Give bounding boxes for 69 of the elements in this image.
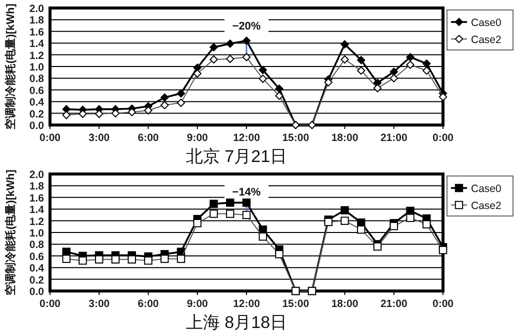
point [242,198,251,207]
point [176,89,186,98]
x-tick-label: 12:00 [233,298,260,310]
legend-label: Case0 [471,183,502,195]
point [422,59,431,68]
x-tick-label: 6:00 [138,298,159,310]
x-tick-label: 0:00 [39,132,61,144]
point [258,66,267,74]
y-tick-label: 0.6 [29,250,44,263]
x-tick-label: 21:00 [380,132,408,144]
y-axis-title: 空调制冷能耗(电量)[kWh] [4,169,17,296]
point [242,36,251,45]
y-tick-label: 0.8 [29,239,44,252]
point [357,56,366,64]
y-tick-label: 0.2 [29,108,44,120]
x-tick-label: 9:00 [186,132,208,144]
point [210,43,218,52]
point [193,64,202,72]
y-tick-label: 0.4 [29,262,44,275]
x-tick-label: 0:00 [432,298,454,310]
y-tick-label: 1.2 [29,50,44,62]
y-tick-label: 1.0 [29,228,44,240]
y-tick-label: 0.8 [29,73,44,86]
x-tick-label: 21:00 [380,298,408,310]
point [340,206,349,214]
x-tick-label: 9:00 [186,298,208,310]
y-tick-label: 0.0 [29,120,44,132]
x-axis-title: 北京 7月21日 [186,147,288,166]
x-tick-label: 18:00 [331,298,358,310]
point [62,105,70,114]
x-tick-label: 15:00 [282,132,310,144]
x-tick-label: 3:00 [88,298,110,310]
legend-label: Case2 [471,200,502,212]
legend-label: Case0 [471,17,502,29]
point [210,200,218,208]
point [406,206,414,215]
annotation: −14% [232,186,261,199]
y-tick-label: 1.8 [29,180,44,193]
point [390,68,398,76]
y-tick-label: 2.0 [29,169,44,181]
point [226,40,234,48]
x-tick-label: 18:00 [331,132,358,144]
x-tick-label: 0:00 [432,132,454,144]
point [160,93,169,102]
y-tick-label: 0.4 [29,96,44,109]
legend-label: Case2 [471,34,502,46]
y-tick-label: 1.6 [29,26,44,38]
y-tick-label: 0.2 [29,274,44,286]
y-tick-label: 1.4 [29,204,44,216]
point [226,198,234,207]
y-tick-label: 1.2 [29,216,44,228]
y-tick-label: 1.4 [29,38,44,50]
x-tick-label: 12:00 [233,132,260,144]
y-tick-label: 1.8 [29,14,44,27]
point [275,84,284,93]
point [406,53,414,62]
x-tick-label: 3:00 [88,132,110,144]
point [340,40,349,48]
y-tick-label: 1.0 [29,62,44,74]
x-tick-label: 6:00 [138,132,159,144]
x-axis-title: 上海 8月18日 [186,313,288,332]
x-tick-label: 15:00 [282,298,310,310]
y-tick-label: 0.0 [29,286,44,298]
x-tick-label: 0:00 [39,298,61,310]
y-tick-label: 2.0 [29,3,44,15]
y-tick-label: 0.6 [29,84,44,97]
annotation: −20% [232,20,261,33]
y-axis-title: 空调制冷能耗(电量)[kWh] [4,3,17,130]
y-tick-label: 1.6 [29,192,44,204]
